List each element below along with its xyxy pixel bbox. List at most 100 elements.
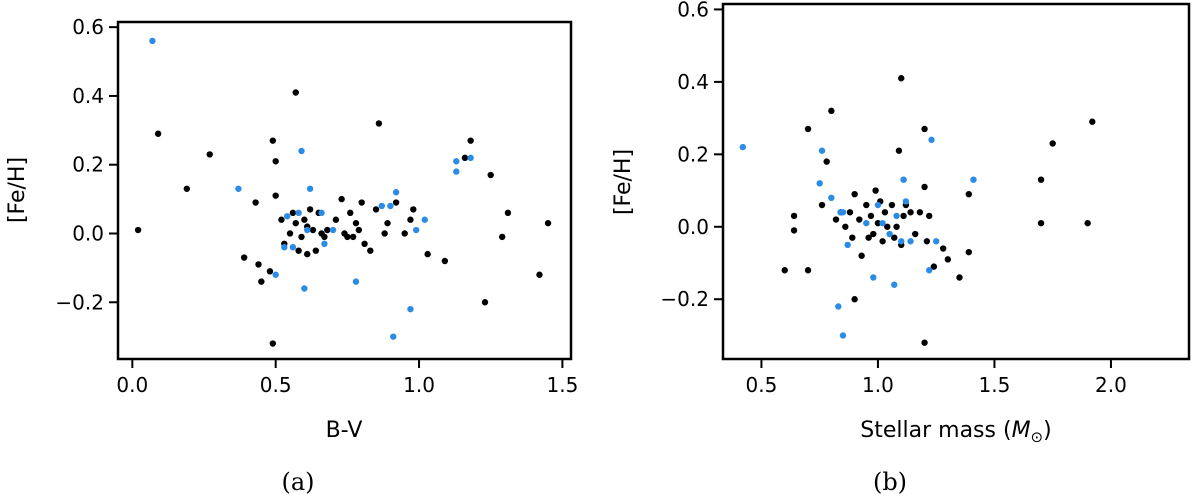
data-point-b-blue	[926, 267, 933, 274]
data-point-b-black	[965, 190, 973, 198]
data-point-a-blue	[289, 244, 297, 251]
data-point-b-black	[851, 296, 858, 303]
data-point-a-black	[407, 216, 414, 223]
data-point-b-blue	[870, 274, 877, 281]
data-point-b-blue	[816, 180, 823, 187]
data-point-b-black	[818, 201, 826, 209]
data-point-a-black	[361, 240, 368, 248]
data-point-b-black	[1037, 219, 1045, 227]
x-axis-label-b: Stellar mass (M⊙)	[860, 418, 1051, 446]
data-point-b-black	[921, 339, 928, 346]
data-point-b-black	[930, 263, 938, 270]
data-point-a-black	[272, 192, 279, 199]
data-point-b-black	[790, 227, 798, 234]
data-point-a-black	[289, 209, 297, 217]
data-point-a-blue	[272, 271, 279, 278]
data-point-b-blue	[863, 219, 870, 227]
y-tick-label-a: 0.2	[72, 153, 104, 177]
data-point-b-blue	[844, 241, 851, 249]
y-tick-label-b: 0.4	[677, 70, 709, 94]
data-point-a-black	[134, 226, 142, 234]
data-point-b-blue	[839, 209, 847, 216]
data-point-a-black	[183, 185, 191, 192]
data-point-a-black	[384, 219, 391, 227]
data-point-b-black	[858, 252, 865, 259]
data-point-a-black	[252, 199, 259, 206]
data-point-a-blue	[412, 226, 420, 234]
y-tick-label-b: 0.6	[677, 0, 709, 21]
y-tick-label-a: 0.0	[72, 221, 104, 245]
data-point-a-black	[292, 89, 299, 96]
data-point-a-black	[278, 216, 285, 223]
x-tick-label-b: 1.5	[979, 373, 1011, 397]
points-b	[739, 75, 1096, 346]
y-tick-label-b: 0.2	[677, 142, 709, 166]
data-point-b-blue	[818, 147, 826, 154]
data-point-b-black	[939, 245, 947, 252]
data-point-a-black	[347, 209, 354, 217]
data-point-a-black	[321, 233, 328, 241]
data-point-b-blue	[839, 332, 847, 339]
data-point-b-black	[849, 234, 856, 241]
data-point-a-black	[367, 247, 374, 254]
y-tick-label-a: 0.4	[72, 84, 104, 108]
data-point-a-black	[392, 199, 400, 206]
data-point-a-black	[304, 250, 311, 258]
plot-frame-a	[116, 20, 573, 361]
data-point-a-blue	[387, 202, 394, 210]
data-point-a-black	[410, 206, 417, 213]
data-point-a-blue	[453, 168, 460, 175]
data-point-a-blue	[421, 216, 428, 223]
data-point-b-black	[790, 212, 798, 220]
x-tick-label-a: 0.0	[116, 373, 148, 397]
data-point-a-black	[498, 233, 506, 241]
data-point-b-black	[781, 267, 788, 274]
data-point-b-blue	[828, 194, 835, 202]
data-point-a-blue	[318, 209, 325, 217]
data-point-a-blue	[281, 244, 288, 251]
data-point-a-blue	[321, 240, 328, 248]
data-point-a-black	[206, 151, 213, 158]
data-point-b-black	[923, 238, 931, 245]
y-tick-label-a: −0.2	[55, 290, 104, 314]
ticks-b: 0.5 1.0 1.5 2.0 −0.2 0.0 0.2 0.4 0.6	[660, 0, 1126, 397]
data-point-b-black	[921, 183, 928, 191]
ticks-a: 0.0 0.5 1.0 1.5 −0.2 0.0 0.2 0.4 0.6	[55, 15, 578, 397]
data-point-a-black	[487, 171, 494, 179]
x-tick-label-b: 1.0	[862, 373, 894, 397]
data-point-b-black	[865, 234, 872, 241]
data-point-a-black	[467, 137, 474, 144]
data-point-a-blue	[329, 226, 337, 234]
data-point-a-black	[461, 154, 469, 162]
data-point-a-black	[349, 233, 357, 241]
data-point-a-black	[324, 226, 331, 234]
y-axis-label-a: [Fe/H]	[5, 157, 30, 223]
data-point-b-black	[921, 125, 928, 133]
data-point-a-black	[481, 299, 489, 306]
x-tick-label-a: 0.5	[260, 373, 292, 397]
x-tick-label-b: 0.5	[746, 373, 778, 397]
data-point-a-black	[298, 233, 305, 241]
data-point-a-black	[306, 206, 314, 213]
data-point-a-blue	[390, 333, 397, 340]
y-axis-label-b: [Fe/H]	[611, 149, 636, 215]
data-point-a-blue	[407, 305, 414, 313]
data-point-b-black	[907, 209, 914, 216]
data-point-a-black	[295, 247, 302, 254]
data-point-b-black	[898, 75, 905, 82]
data-point-b-black	[851, 190, 858, 198]
data-point-a-blue	[235, 185, 242, 192]
data-point-b-blue	[907, 238, 914, 245]
data-point-b-black	[823, 158, 830, 165]
data-point-b-blue	[970, 176, 977, 183]
data-point-b-black	[893, 223, 900, 230]
data-point-a-blue	[378, 202, 385, 210]
data-point-a-blue	[306, 185, 314, 192]
data-point-b-black	[804, 267, 812, 274]
data-point-b-black	[926, 212, 933, 220]
y-tick-label-b: 0.0	[677, 215, 709, 239]
data-point-a-blue	[149, 37, 156, 45]
data-point-b-black	[872, 187, 879, 194]
data-point-a-blue	[453, 158, 460, 165]
